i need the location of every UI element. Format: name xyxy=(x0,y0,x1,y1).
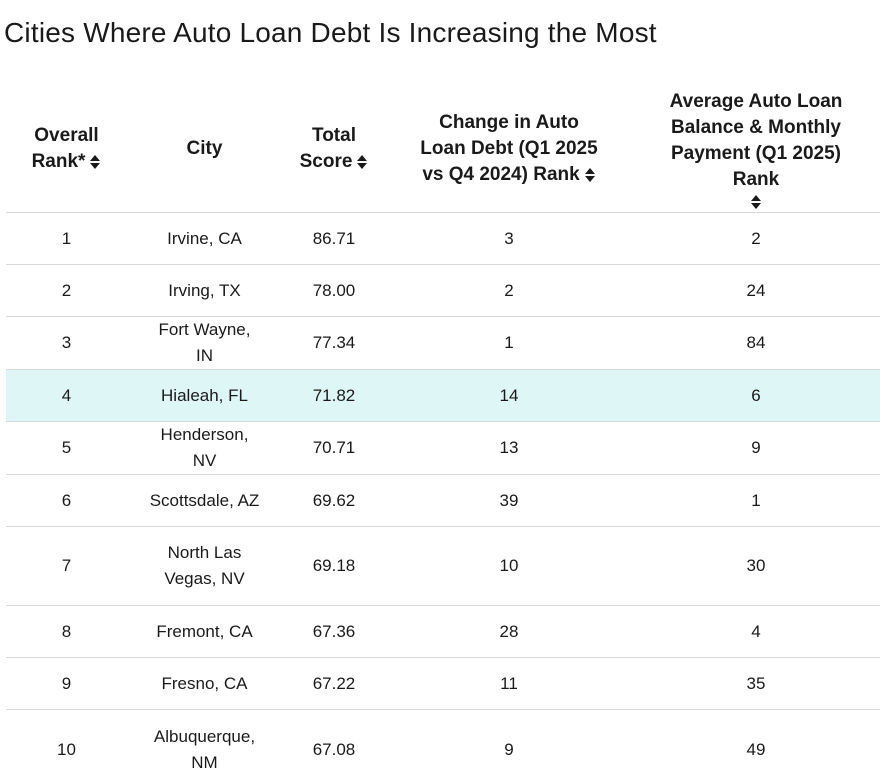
table-row: 5 Henderson, NV 70.71 13 9 xyxy=(6,421,880,475)
cell-score: 69.62 xyxy=(282,474,386,527)
cell-score: 67.08 xyxy=(312,740,356,759)
cell-change-rank: 28 xyxy=(386,605,632,658)
header-city: City xyxy=(127,86,282,213)
cell-balance-rank: 1 xyxy=(632,474,880,527)
cell-change-rank: 2 xyxy=(386,264,632,317)
cell-rank: 7 xyxy=(6,526,127,606)
table-row: 3 Fort Wayne, IN 77.34 1 84 xyxy=(6,316,880,370)
cell-city: Fresno, CA xyxy=(127,657,282,710)
cell-score: 86.71 xyxy=(282,212,386,265)
cell-score: 70.71 xyxy=(282,421,386,475)
cell-balance-rank: 6 xyxy=(632,369,880,422)
sort-icon[interactable] xyxy=(750,195,762,209)
cell-city: Henderson, NV xyxy=(127,421,282,475)
cell-balance-rank: 2 xyxy=(632,212,880,265)
cell-change-rank: 9 xyxy=(504,740,514,759)
cell-change-rank: 3 xyxy=(386,212,632,265)
cell-balance-rank: 49 xyxy=(746,740,766,759)
header-balance-rank-label: Average Auto Loan Balance & Monthly Paym… xyxy=(669,91,843,190)
cell-rank: 1 xyxy=(6,212,127,265)
header-change-rank-label: Change in Auto Loan Debt (Q1 2025 vs Q4 … xyxy=(420,112,598,185)
cell-score: 67.36 xyxy=(282,605,386,658)
cell-rank: 10 xyxy=(57,740,76,759)
cell-city: Scottsdale, AZ xyxy=(127,474,282,527)
table-row: 1 Irvine, CA 86.71 3 2 xyxy=(6,212,880,265)
table-row: 9 Fresno, CA 67.22 11 35 xyxy=(6,657,880,710)
header-overall-rank[interactable]: Overall Rank* xyxy=(6,86,127,213)
cell-city: Albuquerque, NM xyxy=(153,727,256,772)
cell-rank: 9 xyxy=(6,657,127,710)
cell-score: 71.82 xyxy=(282,369,386,422)
cell-balance-rank: 4 xyxy=(632,605,880,658)
cell-change-rank: 1 xyxy=(386,316,632,370)
header-balance-rank[interactable]: Average Auto Loan Balance & Monthly Paym… xyxy=(632,86,880,213)
cell-rank: 2 xyxy=(6,264,127,317)
cell-change-rank: 14 xyxy=(386,369,632,422)
cell-city: Fremont, CA xyxy=(127,605,282,658)
cell-rank: 4 xyxy=(6,369,127,422)
cell-balance-rank: 24 xyxy=(632,264,880,317)
cell-change-rank: 10 xyxy=(386,526,632,606)
cell-rank: 3 xyxy=(6,316,127,370)
cell-city: Fort Wayne, IN xyxy=(127,316,282,370)
cell-change-rank: 13 xyxy=(386,421,632,475)
header-city-label: City xyxy=(186,138,223,159)
header-change-rank[interactable]: Change in Auto Loan Debt (Q1 2025 vs Q4 … xyxy=(386,86,632,213)
page-title: Cities Where Auto Loan Debt Is Increasin… xyxy=(4,16,657,48)
cell-rank: 6 xyxy=(6,474,127,527)
table-row: 8 Fremont, CA 67.36 28 4 xyxy=(6,605,880,658)
cell-score: 77.34 xyxy=(282,316,386,370)
cell-balance-rank: 84 xyxy=(632,316,880,370)
cell-city: North Las Vegas, NV xyxy=(127,526,282,606)
cell-rank: 8 xyxy=(6,605,127,658)
cell-balance-rank: 35 xyxy=(632,657,880,710)
table-row-highlighted: 4 Hialeah, FL 71.82 14 6 xyxy=(6,369,880,422)
cell-balance-rank: 9 xyxy=(632,421,880,475)
cell-city: Irvine, CA xyxy=(127,212,282,265)
table-row: 7 North Las Vegas, NV 69.18 10 30 xyxy=(6,526,880,606)
sort-icon[interactable] xyxy=(584,167,596,182)
cell-rank: 5 xyxy=(6,421,127,475)
table-header: Overall Rank* City Total Score Change in… xyxy=(6,86,880,213)
cell-change-rank: 11 xyxy=(386,657,632,710)
sort-icon[interactable] xyxy=(90,154,101,169)
cell-balance-rank: 30 xyxy=(632,526,880,606)
table-row: 10 Albuquerque, NM 67.08 9 49 xyxy=(6,710,880,782)
table-row: 6 Scottsdale, AZ 69.62 39 1 xyxy=(6,474,880,527)
table-row: 2 Irving, TX 78.00 2 24 xyxy=(6,264,880,317)
header-overall-rank-label: Overall Rank* xyxy=(31,125,99,172)
cell-city: Irving, TX xyxy=(127,264,282,317)
rankings-table: Overall Rank* City Total Score Change in… xyxy=(6,86,880,782)
table-body: 1 Irvine, CA 86.71 3 2 2 Irving, TX 78.0… xyxy=(6,212,880,782)
sort-icon[interactable] xyxy=(357,154,368,169)
cell-city: Hialeah, FL xyxy=(127,369,282,422)
cell-change-rank: 39 xyxy=(386,474,632,527)
header-total-score[interactable]: Total Score xyxy=(282,86,386,213)
cell-score: 78.00 xyxy=(282,264,386,317)
cell-score: 69.18 xyxy=(282,526,386,606)
header-total-score-label: Total Score xyxy=(299,125,356,172)
header-row: Overall Rank* City Total Score Change in… xyxy=(6,86,880,213)
cell-score: 67.22 xyxy=(282,657,386,710)
